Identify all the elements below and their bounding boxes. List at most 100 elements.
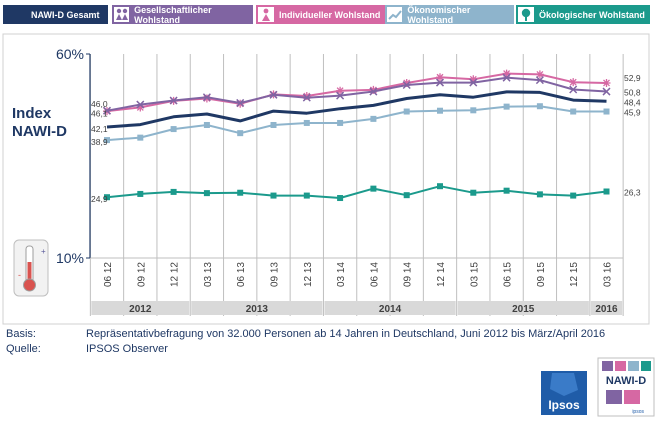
data-point	[337, 195, 344, 202]
data-label-first: 38,9	[91, 137, 108, 147]
x-tick-label: 06 14	[369, 262, 380, 287]
y-axis-title-line: NAWI-D	[12, 123, 67, 140]
x-tick-label: 03 13	[203, 262, 214, 287]
year-label: 2016	[595, 304, 618, 315]
data-point	[502, 69, 511, 78]
ipsos-logo-text: Ipsos	[548, 398, 580, 412]
year-label: 2013	[246, 304, 269, 315]
nawi-d-logo: NAWI-D ipsos	[597, 357, 655, 417]
data-point	[369, 85, 378, 94]
legend-item-nawi-gesamt: NAWI-D Gesamt	[3, 5, 108, 24]
data-point	[236, 98, 245, 107]
data-point	[237, 189, 244, 196]
y-axis-title-line: Index	[12, 105, 52, 122]
data-label-first: 24,9	[91, 194, 108, 204]
series-nawi-d-gesamt	[106, 90, 607, 129]
data-point	[203, 121, 210, 128]
data-point	[303, 119, 310, 126]
data-point	[402, 78, 411, 87]
data-point	[370, 115, 377, 122]
data-point	[370, 185, 377, 192]
data-point	[403, 108, 410, 115]
x-tick-label: 12 15	[569, 262, 580, 287]
data-label-last: 48,4	[624, 97, 641, 107]
x-tick-label: 12 14	[436, 262, 447, 287]
year-band	[457, 301, 589, 315]
data-point	[237, 130, 244, 137]
year-band	[91, 301, 190, 315]
series--kologischer-wohlstand	[104, 183, 610, 202]
data-point	[603, 188, 610, 195]
person-icon	[258, 7, 274, 22]
data-point	[469, 78, 478, 87]
data-point	[336, 91, 345, 100]
data-point	[337, 119, 344, 126]
series--konomischer-wohlstand	[104, 103, 610, 144]
chart-legend: NAWI-D Gesamt Gesellschaftlicher Wohlsta…	[0, 0, 656, 30]
x-tick-label: 06 13	[236, 262, 247, 287]
data-point	[369, 87, 378, 96]
data-label-first: 46,0	[91, 99, 108, 109]
data-point	[270, 192, 277, 199]
legend-label: Ökonomischer Wohlstand	[407, 4, 471, 25]
data-point	[569, 85, 578, 94]
trend-icon	[387, 7, 403, 22]
data-point	[570, 108, 577, 115]
data-label-last: 50,8	[624, 88, 641, 98]
data-point	[535, 76, 544, 85]
series-gesellschaftlicher-wohlstand	[102, 73, 611, 115]
data-point	[436, 73, 444, 82]
data-point	[137, 134, 144, 141]
nawi-logo-text: NAWI-D	[606, 375, 646, 387]
legend-label: NAWI-D Gesamt	[31, 9, 100, 20]
logos: Ipsos NAWI-D ipsos	[541, 357, 655, 417]
data-point	[136, 103, 145, 112]
data-point	[302, 93, 311, 102]
data-label-last: 26,3	[624, 187, 641, 197]
data-point	[402, 80, 411, 90]
source-text: IPSOS Observer	[86, 343, 168, 355]
year-band	[324, 301, 456, 315]
year-label: 2012	[129, 304, 152, 315]
x-tick-label: 06 15	[503, 262, 514, 287]
data-point	[435, 78, 445, 87]
data-label-first: 42,1	[91, 124, 108, 134]
series-line	[106, 90, 607, 129]
data-point	[104, 194, 110, 201]
x-tick-label: 12 13	[303, 262, 314, 287]
y-tick-label: 60%	[56, 46, 84, 62]
year-label: 2014	[379, 304, 402, 315]
data-point	[536, 103, 543, 110]
x-tick-label: 09 12	[136, 262, 147, 287]
data-point	[202, 94, 211, 103]
series-line	[106, 76, 607, 112]
legend-label: Gesellschaftlicher Wohlstand	[134, 4, 212, 25]
data-point	[570, 192, 577, 199]
data-point	[104, 137, 110, 144]
data-label-last: 45,9	[624, 108, 641, 118]
data-point	[203, 190, 210, 197]
data-point	[503, 103, 510, 110]
data-point	[403, 192, 410, 199]
data-point	[536, 191, 543, 198]
data-point	[136, 100, 145, 109]
nawi-logo-sub: ipsos	[632, 409, 644, 415]
series-line	[106, 185, 607, 199]
data-point	[170, 188, 177, 195]
data-point	[470, 189, 477, 196]
x-tick-label: 09 13	[270, 262, 281, 287]
tree-icon	[518, 7, 534, 22]
data-point	[303, 192, 310, 199]
data-point	[569, 78, 578, 87]
data-point	[470, 107, 477, 114]
ipsos-logo: Ipsos	[541, 371, 587, 415]
basis-label: Basis:	[6, 328, 36, 340]
legend-label: Ökologischer Wohlstand	[539, 9, 645, 20]
data-point	[502, 73, 511, 82]
x-tick-label: 09 14	[403, 262, 414, 287]
year-label: 2015	[512, 304, 535, 315]
basis-text: Repräsentativbefragung von 32.000 Person…	[86, 328, 606, 340]
data-point	[469, 75, 478, 84]
legend-item-oekologischer: Ökologischer Wohlstand	[516, 5, 650, 24]
data-point	[202, 93, 211, 102]
